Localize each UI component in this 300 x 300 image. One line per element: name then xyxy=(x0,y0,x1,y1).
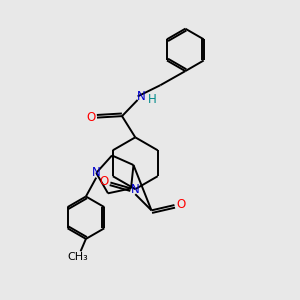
Text: O: O xyxy=(176,198,185,211)
Text: CH₃: CH₃ xyxy=(67,252,88,262)
Text: N: N xyxy=(92,167,100,179)
Text: H: H xyxy=(148,93,157,106)
Text: O: O xyxy=(86,111,95,124)
Text: O: O xyxy=(99,176,109,188)
Text: N: N xyxy=(131,183,140,196)
Text: N: N xyxy=(137,90,146,103)
